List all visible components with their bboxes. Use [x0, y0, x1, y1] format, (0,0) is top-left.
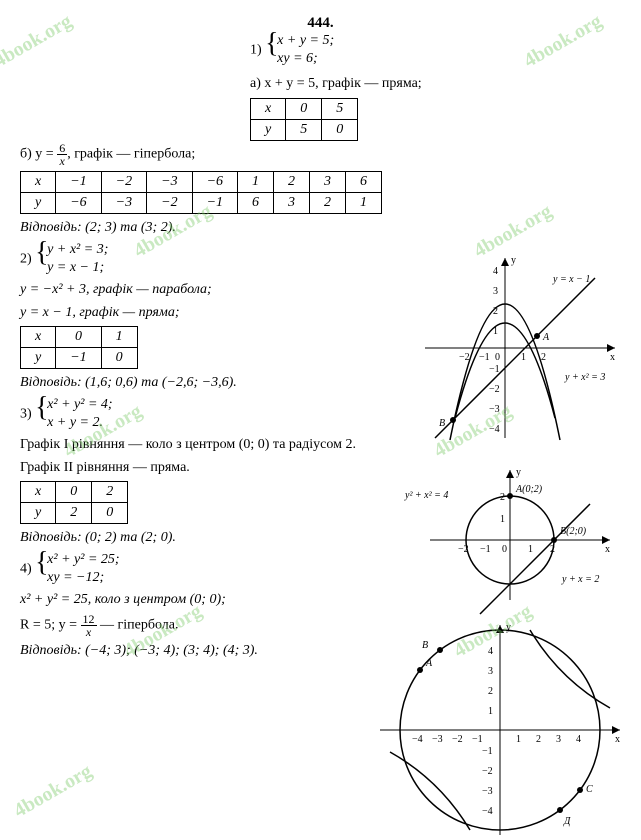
prob2-line1: y = −x² + 3, графік — парабола;: [20, 280, 380, 300]
svg-text:y + x = 2: y + x = 2: [561, 574, 599, 585]
prob1-label: 1): [250, 42, 262, 57]
prob1-block: 1) x + y = 5; xy = 6; а) x + y = 5, граф…: [250, 32, 422, 145]
svg-text:2: 2: [550, 544, 555, 555]
svg-text:−3: −3: [432, 734, 443, 745]
svg-text:B(2;0): B(2;0): [560, 526, 587, 537]
svg-text:0: 0: [502, 544, 507, 555]
prob4-line2: R = 5; y = 12x — гіпербола.: [20, 613, 380, 638]
svg-text:0: 0: [495, 352, 500, 363]
svg-text:−2: −2: [458, 544, 469, 555]
svg-text:4: 4: [488, 646, 493, 657]
svg-text:1: 1: [521, 352, 526, 363]
svg-text:1: 1: [488, 706, 493, 717]
prob1-answer: Відповідь: (2; 3) та (3; 2).: [20, 218, 621, 238]
prob1-table-a: x05 y50: [250, 98, 358, 141]
svg-text:4: 4: [576, 734, 581, 745]
svg-text:−2: −2: [482, 766, 493, 777]
svg-text:y + x² = 3: y + x² = 3: [564, 372, 605, 383]
svg-text:y: y: [506, 622, 511, 633]
svg-text:2: 2: [541, 352, 546, 363]
prob2-block: 2) y + x² = 3; y = x − 1;: [20, 241, 380, 277]
svg-text:−3: −3: [482, 786, 493, 797]
svg-text:A: A: [425, 658, 433, 669]
prob2-table: x01 y−10: [20, 326, 138, 369]
prob1-line-b: б) y = 6x, графік — гіпербола;: [20, 142, 621, 167]
svg-text:−4: −4: [489, 424, 500, 435]
svg-text:−1: −1: [489, 364, 500, 375]
svg-text:2: 2: [500, 492, 505, 503]
prob4-answer: Відповідь: (−4; 3); (−3; 4); (3; 4); (4;…: [20, 641, 380, 661]
svg-text:1: 1: [500, 514, 505, 525]
prob4-graph: x y A B C Д −4 −3 −2 −1 1 2 3 4 1 2 3 4 −1 −2 −3 −4: [370, 620, 630, 840]
prob4-block: 4) x² + y² = 25; xy = −12;: [20, 551, 380, 587]
svg-text:A(0;2): A(0;2): [515, 484, 543, 495]
svg-text:3: 3: [488, 666, 493, 677]
svg-text:2: 2: [536, 734, 541, 745]
svg-text:1: 1: [516, 734, 521, 745]
svg-text:−4: −4: [482, 806, 493, 817]
svg-text:x: x: [605, 544, 610, 555]
svg-text:C: C: [586, 784, 593, 795]
svg-text:3: 3: [493, 286, 498, 297]
prob2-answer: Відповідь: (1,6; 0,6) та (−2,6; −3,6).: [20, 373, 380, 393]
svg-text:−4: −4: [412, 734, 423, 745]
prob1-line-a: а) x + y = 5, графік — пряма;: [250, 74, 422, 94]
prob1-table-b: x−1−2−3−61236 y−6−3−2−16321: [20, 171, 382, 214]
svg-text:x: x: [610, 352, 615, 363]
prob1-eq1: x + y = 5;: [277, 32, 334, 50]
prob2-graph: x y −2−1 012 34 12 −1−2 −3−4 A B y = x −…: [395, 248, 625, 448]
prob4-line1: x² + y² = 25, коло з центром (0; 0);: [20, 590, 380, 610]
prob3-table: x02 y20: [20, 481, 128, 524]
watermark: 4book.org: [10, 760, 96, 823]
svg-text:−1: −1: [480, 544, 491, 555]
svg-text:−2: −2: [459, 352, 470, 363]
svg-text:B: B: [439, 418, 445, 429]
svg-text:2: 2: [488, 686, 493, 697]
svg-text:−3: −3: [489, 404, 500, 415]
svg-text:−1: −1: [482, 746, 493, 757]
svg-text:y = x − 1: y = x − 1: [552, 274, 590, 285]
prob1-eq2: xy = 6;: [277, 50, 334, 68]
prob3-line2: Графік ІІ рівняння — пряма.: [20, 458, 380, 478]
svg-text:−1: −1: [479, 352, 490, 363]
prob3-answer: Відповідь: (0; 2) та (2; 0).: [20, 528, 380, 548]
svg-text:B: B: [422, 640, 428, 651]
svg-text:1: 1: [528, 544, 533, 555]
svg-text:x: x: [615, 734, 620, 745]
svg-text:−1: −1: [472, 734, 483, 745]
svg-text:−2: −2: [452, 734, 463, 745]
svg-text:y: y: [511, 255, 516, 266]
svg-text:Д: Д: [563, 816, 571, 827]
prob2-line2: y = x − 1, графік — пряма;: [20, 303, 380, 323]
svg-text:y: y: [516, 467, 521, 478]
svg-text:y² + x² = 4: y² + x² = 4: [404, 490, 448, 501]
prob3-block: 3) x² + y² = 4; x + y = 2.: [20, 396, 380, 432]
svg-text:−2: −2: [489, 384, 500, 395]
prob3-graph: x y A(0;2) B(2;0) y² + x² = 4 y + x = 2 …: [400, 460, 620, 610]
svg-text:A: A: [542, 332, 550, 343]
svg-text:4: 4: [493, 266, 498, 277]
prob3-line1: Графік І рівняння — коло з центром (0; 0…: [20, 435, 380, 455]
page-title: 444.: [20, 15, 621, 32]
svg-text:3: 3: [556, 734, 561, 745]
